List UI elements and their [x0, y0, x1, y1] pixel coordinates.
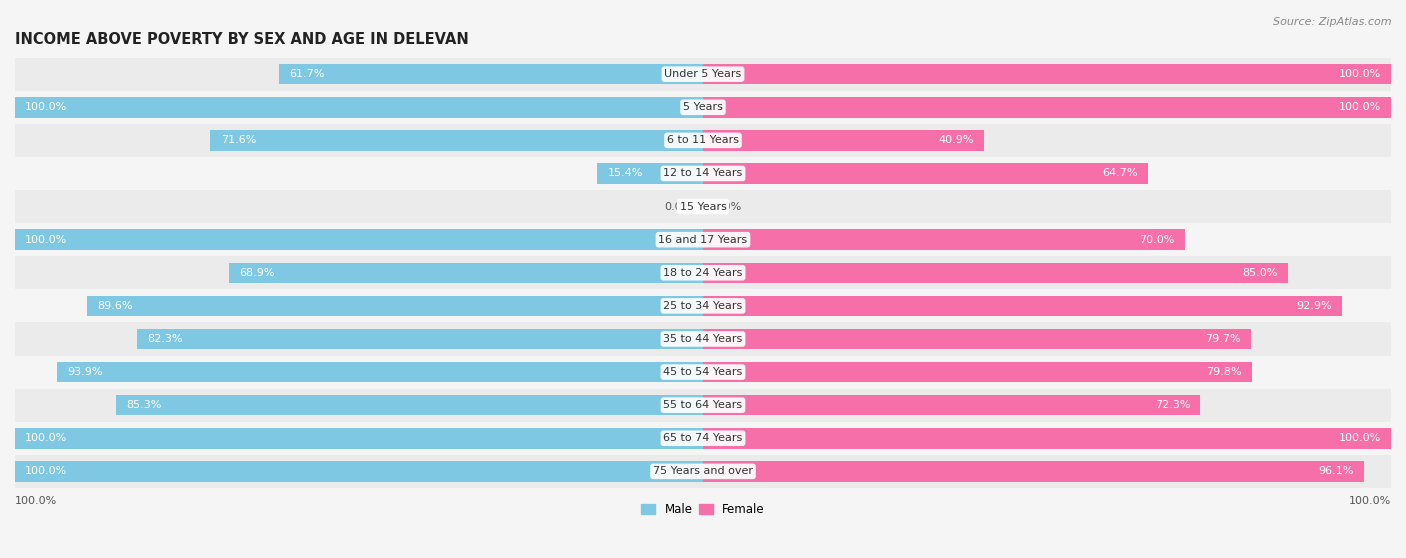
Text: 15.4%: 15.4% — [607, 169, 643, 179]
Text: 100.0%: 100.0% — [25, 235, 67, 244]
Bar — [15, 91, 1391, 124]
Text: 100.0%: 100.0% — [1348, 496, 1391, 506]
Bar — [15, 388, 1391, 422]
Text: 100.0%: 100.0% — [25, 466, 67, 477]
Bar — [703, 395, 1201, 415]
Text: 85.0%: 85.0% — [1241, 268, 1278, 278]
Text: Under 5 Years: Under 5 Years — [665, 69, 741, 79]
Bar — [703, 461, 1364, 482]
Bar — [598, 163, 703, 184]
Text: 65 to 74 Years: 65 to 74 Years — [664, 433, 742, 443]
Bar — [703, 229, 1185, 250]
Text: 25 to 34 Years: 25 to 34 Years — [664, 301, 742, 311]
Text: INCOME ABOVE POVERTY BY SEX AND AGE IN DELEVAN: INCOME ABOVE POVERTY BY SEX AND AGE IN D… — [15, 32, 468, 47]
Bar — [703, 64, 1391, 84]
Text: 100.0%: 100.0% — [25, 433, 67, 443]
Bar — [15, 190, 1391, 223]
Text: Source: ZipAtlas.com: Source: ZipAtlas.com — [1274, 17, 1392, 27]
Text: 35 to 44 Years: 35 to 44 Years — [664, 334, 742, 344]
Text: 0.0%: 0.0% — [665, 201, 693, 211]
Bar — [703, 329, 1251, 349]
Bar — [117, 395, 703, 415]
Text: 0.0%: 0.0% — [713, 201, 741, 211]
Legend: Male, Female: Male, Female — [637, 498, 769, 521]
Bar — [15, 422, 1391, 455]
Text: 55 to 64 Years: 55 to 64 Years — [664, 400, 742, 410]
Text: 61.7%: 61.7% — [288, 69, 325, 79]
Bar — [15, 157, 1391, 190]
Bar — [87, 296, 703, 316]
Bar — [15, 229, 703, 250]
Bar — [703, 296, 1343, 316]
Bar — [229, 262, 703, 283]
Text: 70.0%: 70.0% — [1139, 235, 1174, 244]
Text: 45 to 54 Years: 45 to 54 Years — [664, 367, 742, 377]
Text: 15 Years: 15 Years — [679, 201, 727, 211]
Bar — [15, 355, 1391, 388]
Bar — [211, 130, 703, 151]
Bar — [136, 329, 703, 349]
Text: 6 to 11 Years: 6 to 11 Years — [666, 136, 740, 146]
Text: 92.9%: 92.9% — [1296, 301, 1331, 311]
Bar — [15, 124, 1391, 157]
Bar — [15, 428, 703, 449]
Text: 18 to 24 Years: 18 to 24 Years — [664, 268, 742, 278]
Bar — [278, 64, 703, 84]
Bar — [703, 428, 1391, 449]
Text: 82.3%: 82.3% — [148, 334, 183, 344]
Text: 40.9%: 40.9% — [939, 136, 974, 146]
Bar — [15, 97, 703, 118]
Text: 16 and 17 Years: 16 and 17 Years — [658, 235, 748, 244]
Text: 68.9%: 68.9% — [239, 268, 274, 278]
Bar — [703, 130, 984, 151]
Bar — [703, 362, 1251, 382]
Text: 79.7%: 79.7% — [1205, 334, 1241, 344]
Text: 100.0%: 100.0% — [1339, 102, 1381, 112]
Text: 75 Years and over: 75 Years and over — [652, 466, 754, 477]
Bar — [58, 362, 703, 382]
Text: 93.9%: 93.9% — [67, 367, 103, 377]
Bar — [15, 289, 1391, 323]
Bar — [703, 262, 1288, 283]
Text: 100.0%: 100.0% — [25, 102, 67, 112]
Bar — [703, 97, 1391, 118]
Bar — [15, 461, 703, 482]
Text: 100.0%: 100.0% — [1339, 69, 1381, 79]
Bar — [703, 163, 1149, 184]
Bar — [15, 57, 1391, 91]
Text: 71.6%: 71.6% — [221, 136, 256, 146]
Bar — [15, 455, 1391, 488]
Text: 5 Years: 5 Years — [683, 102, 723, 112]
Text: 100.0%: 100.0% — [1339, 433, 1381, 443]
Bar — [15, 223, 1391, 256]
Text: 79.8%: 79.8% — [1206, 367, 1241, 377]
Bar — [15, 256, 1391, 289]
Text: 96.1%: 96.1% — [1319, 466, 1354, 477]
Text: 12 to 14 Years: 12 to 14 Years — [664, 169, 742, 179]
Text: 100.0%: 100.0% — [15, 496, 58, 506]
Text: 85.3%: 85.3% — [127, 400, 162, 410]
Bar — [15, 323, 1391, 355]
Text: 72.3%: 72.3% — [1154, 400, 1189, 410]
Text: 64.7%: 64.7% — [1102, 169, 1137, 179]
Text: 89.6%: 89.6% — [97, 301, 132, 311]
